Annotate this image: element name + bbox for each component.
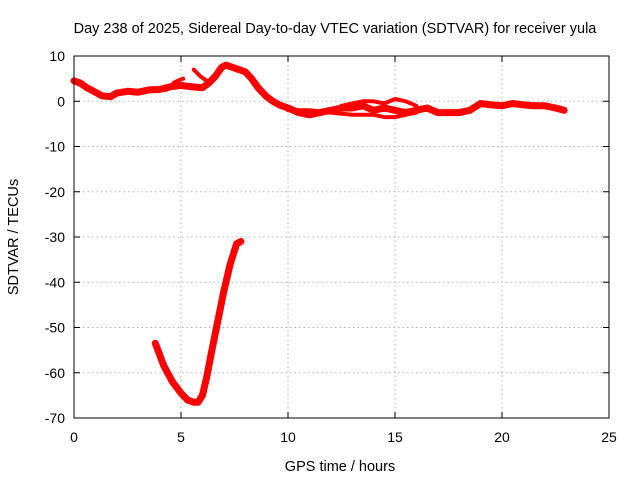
x-tick-label: 15: [387, 429, 403, 445]
series-spur-near-4-5-h: [164, 76, 186, 92]
x-tick-label: 20: [494, 429, 510, 445]
y-tick-label: 0: [57, 93, 65, 109]
x-tick-label: 10: [280, 429, 296, 445]
chart-title: Day 238 of 2025, Sidereal Day-to-day VTE…: [74, 21, 598, 37]
axis-ticks: 0 5 10 15 20 25 10 0 -10 -20 -30 -40 -50 -60 -70: [45, 48, 617, 445]
series-main-band: [70, 61, 568, 119]
series-deep-excursion: [151, 238, 245, 406]
y-tick-label: 10: [49, 48, 65, 64]
y-axis-label: SDTVAR / TECUs: [6, 179, 22, 295]
y-tick-label: -40: [45, 274, 65, 290]
y-tick-label: -20: [45, 184, 65, 200]
grid: [74, 56, 609, 418]
y-tick-label: -50: [45, 320, 65, 336]
x-tick-label: 25: [601, 429, 617, 445]
x-tick-label: 5: [177, 429, 185, 445]
series-lower-band: [286, 108, 419, 120]
y-tick-label: -70: [45, 410, 65, 426]
series-spur-near-6-h: [191, 67, 211, 85]
y-tick-label: -60: [45, 365, 65, 381]
x-tick-label: 0: [70, 429, 78, 445]
series-upper-band: [339, 97, 419, 108]
x-axis-label: GPS time / hours: [285, 459, 395, 475]
y-tick-label: -30: [45, 229, 65, 245]
y-tick-label: -10: [45, 139, 65, 155]
data-series: [70, 61, 568, 406]
